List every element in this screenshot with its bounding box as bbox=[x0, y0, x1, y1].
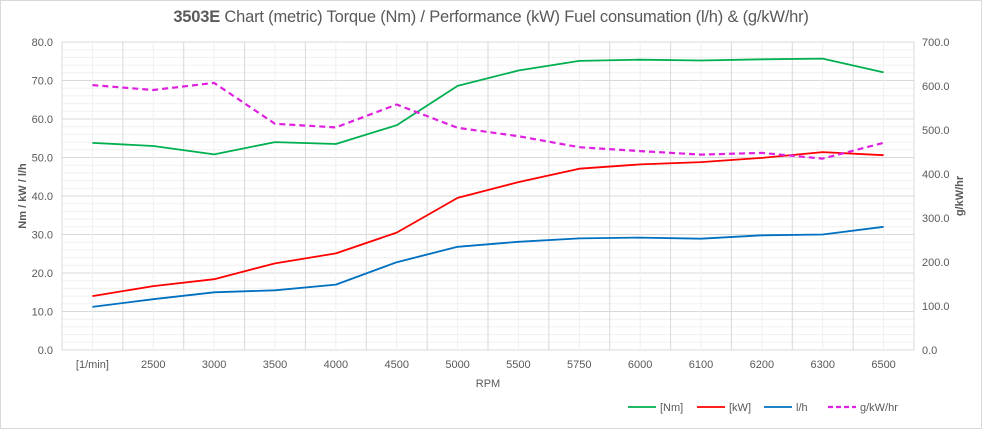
x-tick-label: 5750 bbox=[567, 359, 591, 371]
x-axis-ticks: [1/min] 2500 3000 3500 4000 4500 5000 5500 5750 6… bbox=[76, 359, 896, 371]
y2-tick-label: 500.0 bbox=[922, 125, 950, 137]
y-tick-label: 70.0 bbox=[32, 76, 53, 88]
x-tick-label: 5000 bbox=[445, 359, 469, 371]
series-lines bbox=[92, 57, 884, 308]
y-tick-label: 50.0 bbox=[32, 153, 53, 165]
y-tick-label: 40.0 bbox=[32, 191, 53, 203]
x-tick-label: 3000 bbox=[202, 359, 226, 371]
y-tick-label: 20.0 bbox=[32, 268, 53, 280]
y2-tick-label: 100.0 bbox=[922, 301, 950, 313]
y-tick-label: 30.0 bbox=[32, 230, 53, 242]
series-line-l-h bbox=[92, 225, 884, 308]
x-tick-label: 4000 bbox=[324, 359, 348, 371]
y2-tick-label: 200.0 bbox=[922, 257, 950, 269]
y-axis-title: Nm / kW / l/h bbox=[17, 163, 29, 229]
y2-tick-label: 300.0 bbox=[922, 213, 950, 225]
y-tick-label: 80.0 bbox=[32, 37, 53, 49]
chart-title-model: 3503E bbox=[173, 8, 221, 26]
legend: [Nm] [kW] l/h g/kW/hr bbox=[628, 402, 898, 414]
legend-label-nm: [Nm] bbox=[660, 402, 683, 414]
x-tick-label: 5500 bbox=[506, 359, 530, 371]
legend-label-kw: [kW] bbox=[729, 402, 751, 414]
y2-axis-title: g/kW/hr bbox=[954, 175, 966, 216]
x-tick-label: 3500 bbox=[263, 359, 287, 371]
x-tick-label: 6100 bbox=[689, 359, 713, 371]
y-tick-label: 60.0 bbox=[32, 114, 53, 126]
y-tick-label: 0.0 bbox=[38, 345, 53, 357]
series-line-nm bbox=[92, 57, 884, 156]
left-axis-ticks: 0.0 10.0 20.0 30.0 40.0 50.0 60.0 70.0 80.0 bbox=[32, 37, 53, 357]
series-line-kw bbox=[92, 151, 884, 297]
x-tick-label: 4500 bbox=[384, 359, 408, 371]
chart-title: 3503E Chart (metric) Torque (Nm) / Perfo… bbox=[0, 8, 982, 27]
x-tick-label: 2500 bbox=[141, 359, 165, 371]
chart-title-text: Chart (metric) Torque (Nm) / Performance… bbox=[220, 8, 809, 26]
x-tick-label: 6300 bbox=[810, 359, 834, 371]
gridlines bbox=[61, 41, 915, 351]
x-tick-label: [1/min] bbox=[76, 359, 109, 371]
x-tick-label: 6000 bbox=[628, 359, 652, 371]
y2-tick-label: 400.0 bbox=[922, 169, 950, 181]
series-line-g-kw-hr bbox=[92, 81, 884, 160]
y2-tick-label: 700.0 bbox=[922, 37, 950, 49]
x-axis-title: RPM bbox=[476, 378, 500, 390]
legend-label-g-kw-hr: g/kW/hr bbox=[860, 402, 898, 414]
legend-label-l-h: l/h bbox=[796, 402, 808, 414]
right-axis-ticks: 0.0 100.0 200.0 300.0 400.0 500.0 600.0 700.0 bbox=[922, 37, 950, 357]
x-tick-label: 6200 bbox=[750, 359, 774, 371]
x-tick-label: 6500 bbox=[871, 359, 895, 371]
y2-tick-label: 600.0 bbox=[922, 81, 950, 93]
y2-tick-label: 0.0 bbox=[922, 345, 937, 357]
y-tick-label: 10.0 bbox=[32, 307, 53, 319]
